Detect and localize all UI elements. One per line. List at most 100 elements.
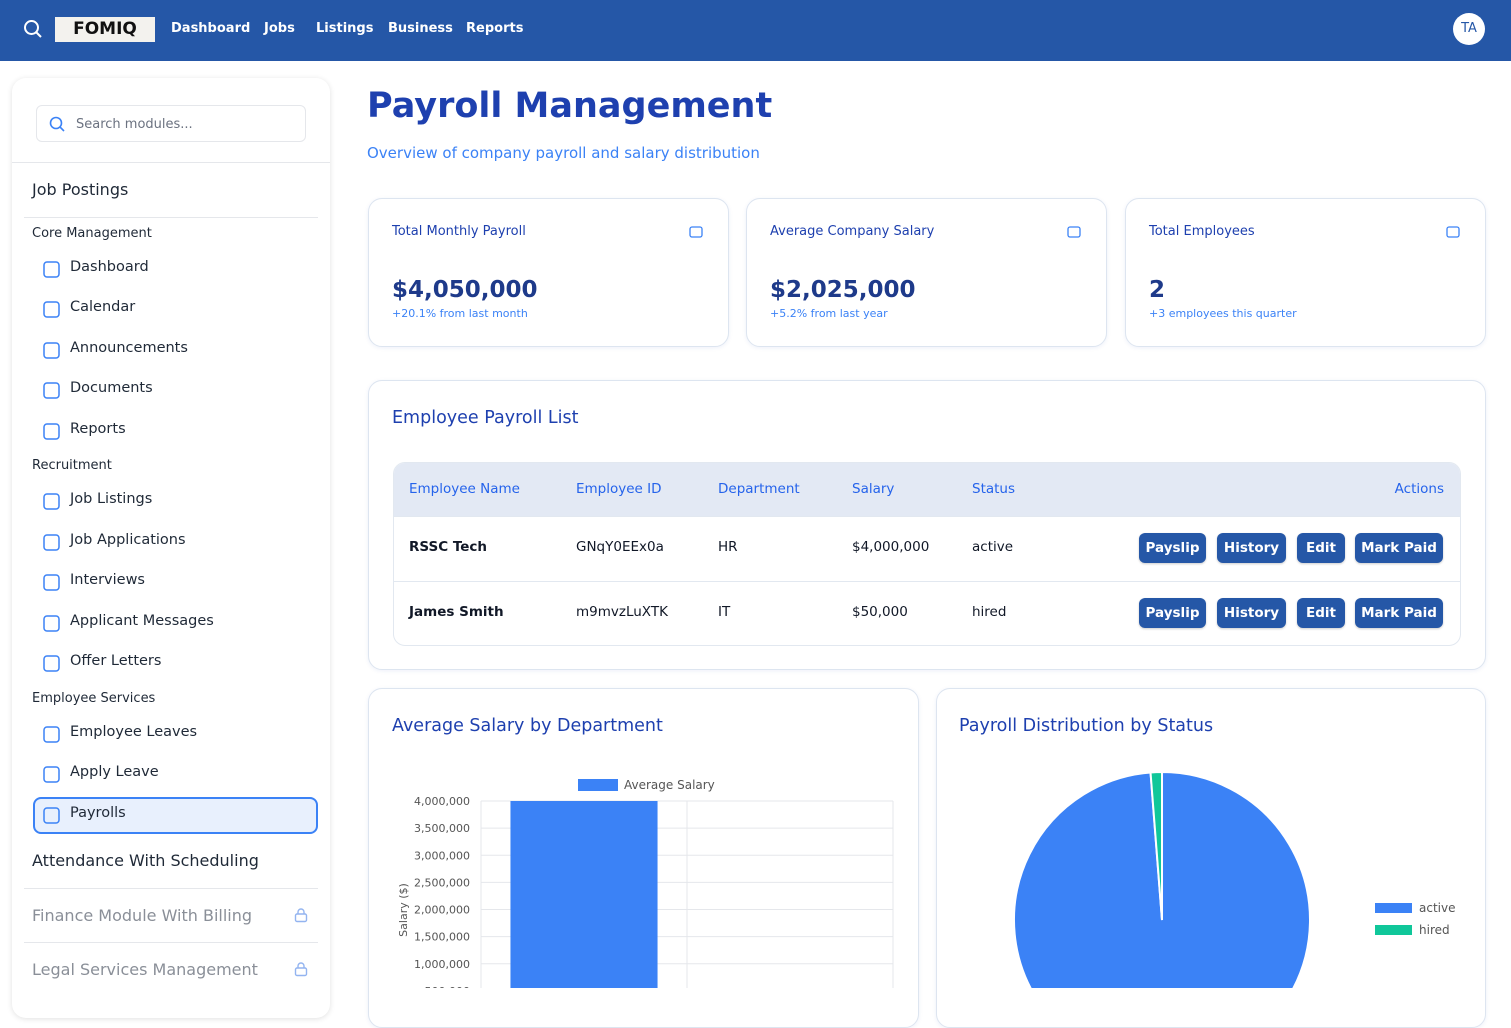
sidebar-item[interactable]: Employee Leaves [70,724,198,740]
section-label: Recruitment [32,458,112,473]
action-button[interactable]: Payslip [1139,533,1206,563]
avatar[interactable]: TA [1453,13,1485,45]
divider [24,217,318,218]
legend-swatch [1375,903,1412,913]
item-icon [43,534,60,551]
sidebar-item[interactable]: Reports [70,421,126,437]
column-header: Employee Name [409,481,520,497]
item-icon [43,655,60,672]
legend-label: active [1419,901,1455,915]
y-tick-label: 2,000,000 [414,904,470,917]
action-button[interactable]: Edit [1297,533,1345,563]
page-title: Payroll Management [367,86,773,126]
table-cell: James Smith [409,604,504,620]
legend-swatch [1375,925,1412,935]
icon-shape [43,423,60,440]
y-tick-label: 4,000,000 [414,795,470,808]
locked-module[interactable]: Legal Services Management [32,960,258,979]
y-tick-label: 1,500,000 [414,931,470,944]
icon-shape [43,615,60,632]
action-button[interactable]: Edit [1297,598,1345,628]
action-button[interactable]: Payslip [1139,598,1206,628]
action-button[interactable]: Mark Paid [1355,533,1443,563]
item-icon [43,301,60,318]
table-header [394,463,1460,516]
table-cell: m9mvzLuXTK [576,604,668,620]
legend-swatch [578,779,618,791]
search-icon[interactable] [23,19,43,39]
stat-label: Total Monthly Payroll [392,224,526,239]
sidebar-item[interactable]: Job Listings [70,491,153,507]
search-input[interactable]: Search modules... [36,105,306,142]
nav-link[interactable]: Reports [466,21,524,36]
table-cell: $4,000,000 [852,539,930,555]
icon-shape [43,726,60,743]
y-tick-label: 3,500,000 [414,822,470,835]
nav-link[interactable]: Business [388,21,453,36]
icon-shape [43,766,60,783]
item-icon [43,423,60,440]
sidebar-item[interactable]: Calendar [70,299,136,315]
action-button[interactable]: Mark Paid [1355,598,1443,628]
top-bar: FOMIQ Dashboard Jobs Listings Business R… [0,0,1511,61]
module[interactable]: Job Postings [32,180,129,199]
table-cell: RSSC Tech [409,539,488,555]
icon-shape [43,382,60,399]
charts: 500,000 1,000,000 1,500,000 2,000,000 2,500,… [397,770,1455,988]
sidebar-item[interactable]: Offer Letters [70,653,162,669]
row-divider [394,581,1460,582]
icon-shape [689,226,703,238]
row-divider [394,516,1460,517]
sidebar-item[interactable]: Payrolls [70,805,126,821]
table-cell: HR [718,539,738,555]
column-header: Employee ID [576,481,662,497]
y-axis-label: Salary ($) [397,883,410,937]
icon-shape [1446,226,1460,238]
bar [510,801,658,988]
item-icon [43,574,60,591]
sidebar-item[interactable]: Apply Leave [70,764,159,780]
sidebar-item[interactable]: Dashboard [70,259,149,275]
y-tick-label: 500,000 [425,985,471,988]
page-subtitle: Overview of company payroll and salary d… [367,144,760,162]
section-label: Core Management [32,226,152,241]
column-header: Actions [1394,481,1444,497]
column-header: Status [972,481,1016,497]
divider [24,942,318,943]
sidebar-item[interactable]: Job Applications [70,532,186,548]
action-button[interactable]: History [1217,598,1286,628]
stat-note: +3 employees this quarter [1149,307,1297,320]
section-label: Employee Services [32,691,156,706]
icon-shape [43,261,60,278]
icon-shape [1067,226,1081,238]
icon-shape [43,342,60,359]
sidebar-item[interactable]: Interviews [70,572,145,588]
item-icon [43,342,60,359]
stat-value: $4,050,000 [392,277,538,303]
icon-shape [43,574,60,591]
chart-title: Average Salary by Department [392,716,663,736]
nav-link[interactable]: Listings [316,21,374,36]
stat-note: +20.1% from last month [392,307,528,320]
action-button[interactable]: History [1217,533,1286,563]
icon-shape [43,655,60,672]
stat-icon [1446,226,1460,238]
nav-link[interactable]: Jobs [264,21,295,36]
module[interactable]: Attendance With Scheduling [32,851,259,870]
y-tick-label: 2,500,000 [414,876,470,889]
nav-link[interactable]: Dashboard [171,21,251,36]
y-tick-label: 1,000,000 [414,958,470,971]
stat-value: 2 [1149,277,1166,303]
sidebar-item[interactable]: Applicant Messages [70,613,214,629]
stat-card [368,198,729,347]
sidebar-item[interactable]: Announcements [70,340,188,356]
locked-module[interactable]: Finance Module With Billing [32,906,253,925]
stat-note: +5.2% from last year [770,307,888,320]
icon-shape [43,301,60,318]
sidebar-item[interactable]: Documents [70,380,153,396]
sidebar [12,78,330,1018]
legend-label: hired [1419,923,1450,937]
card-title: Employee Payroll List [392,408,579,428]
logo[interactable]: FOMIQ [55,17,155,42]
